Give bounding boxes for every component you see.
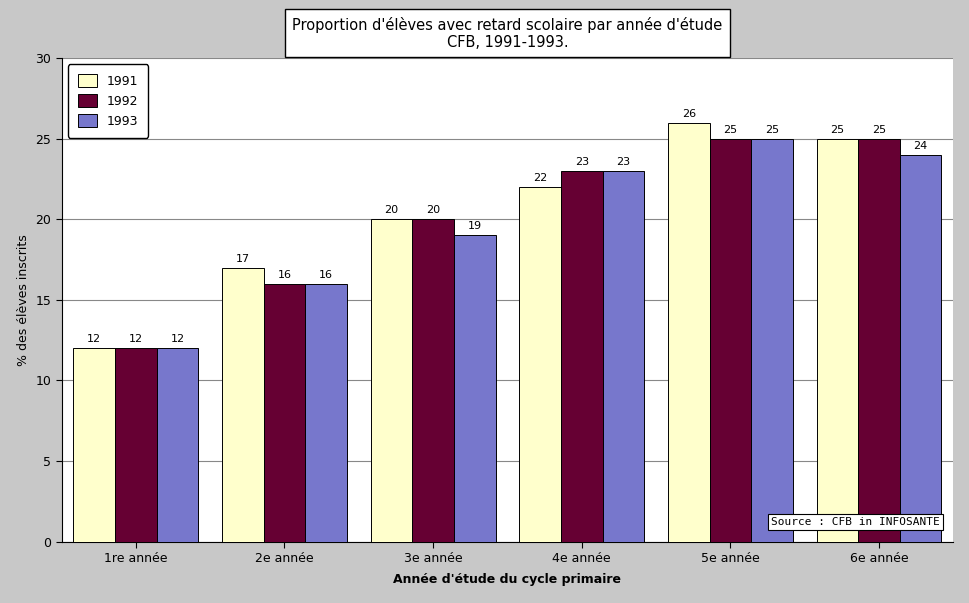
Text: 23: 23 (615, 157, 630, 167)
Legend: 1991, 1992, 1993: 1991, 1992, 1993 (68, 65, 148, 138)
Text: 25: 25 (829, 125, 844, 134)
Text: 26: 26 (681, 109, 695, 119)
Bar (899, 155, 941, 541)
Bar (668, 122, 709, 541)
Text: 12: 12 (129, 334, 142, 344)
Bar (370, 219, 412, 541)
Text: 12: 12 (171, 334, 184, 344)
Text: Source : CFB in INFOSANTE: Source : CFB in INFOSANTE (770, 517, 939, 527)
Bar (518, 187, 560, 541)
Text: 25: 25 (723, 125, 736, 134)
Y-axis label: % des élèves inscrits: % des élèves inscrits (16, 234, 30, 366)
Bar (74, 348, 115, 541)
Bar (115, 348, 156, 541)
Text: 20: 20 (384, 205, 398, 215)
Bar (412, 219, 453, 541)
Text: 17: 17 (235, 254, 250, 264)
Text: 19: 19 (467, 221, 482, 232)
X-axis label: Année d'étude du cycle primaire: Année d'étude du cycle primaire (393, 573, 621, 586)
Text: 12: 12 (87, 334, 101, 344)
Bar (858, 139, 899, 541)
Bar (453, 235, 495, 541)
Text: 24: 24 (913, 141, 926, 151)
Text: 16: 16 (319, 270, 332, 280)
Bar (816, 139, 858, 541)
Text: 25: 25 (871, 125, 885, 134)
Title: Proportion d'élèves avec retard scolaire par année d'étude
CFB, 1991-1993.: Proportion d'élèves avec retard scolaire… (292, 17, 722, 50)
Text: 16: 16 (277, 270, 291, 280)
Text: 25: 25 (765, 125, 778, 134)
Bar (560, 171, 602, 541)
Bar (602, 171, 643, 541)
Text: 20: 20 (425, 205, 440, 215)
Bar (222, 268, 264, 541)
Bar (750, 139, 792, 541)
Bar (156, 348, 198, 541)
Bar (264, 284, 305, 541)
Text: 22: 22 (532, 173, 547, 183)
Bar (709, 139, 750, 541)
Bar (305, 284, 347, 541)
Text: 23: 23 (574, 157, 588, 167)
